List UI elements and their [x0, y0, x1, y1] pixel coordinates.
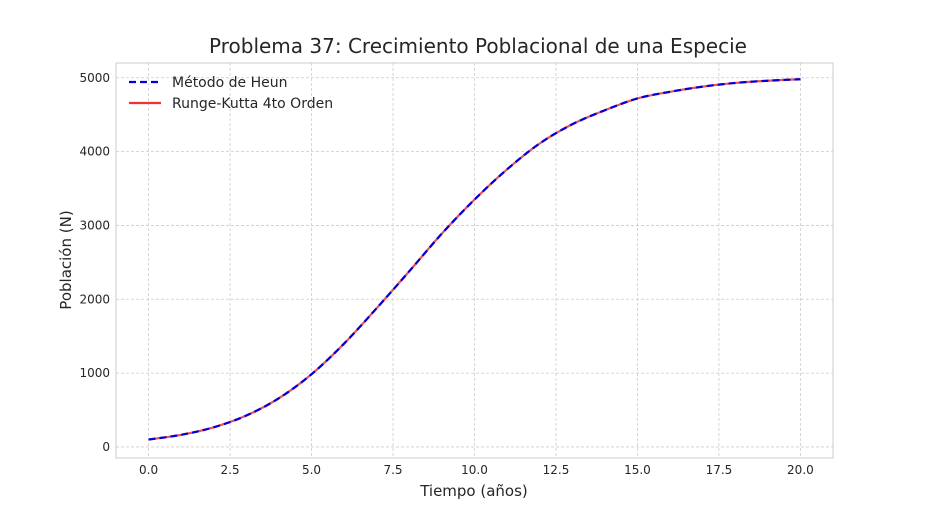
grid [116, 63, 833, 458]
y-tick-labels: 0 1000 2000 3000 4000 5000 [79, 71, 110, 454]
y-tick-label: 4000 [79, 145, 110, 159]
x-tick-label: 2.5 [221, 463, 240, 477]
series-lines [148, 78, 801, 441]
x-tick-label: 12.5 [543, 463, 570, 477]
x-tick-label: 10.0 [461, 463, 488, 477]
series-line-0 [148, 78, 801, 441]
y-tick-label: 2000 [79, 292, 110, 306]
x-tick-labels: 0.0 2.5 5.0 7.5 10.0 12.5 15.0 17.5 20.0 [139, 463, 814, 477]
x-tick-label: 20.0 [787, 463, 814, 477]
x-tick-label: 17.5 [706, 463, 733, 477]
plot-frame [115, 62, 834, 459]
y-tick-label: 1000 [79, 366, 110, 380]
y-axis-label: Población (N) [57, 210, 75, 309]
x-tick-label: 15.0 [624, 463, 651, 477]
legend-label-1: Runge-Kutta 4to Orden [172, 96, 333, 112]
y-tick-label: 5000 [79, 71, 110, 85]
y-tick-label: 3000 [79, 218, 110, 232]
x-axis-label: Tiempo (años) [419, 482, 528, 500]
chart-title: Problema 37: Crecimiento Poblacional de … [209, 34, 747, 58]
x-tick-label: 7.5 [383, 463, 402, 477]
x-tick-label: 0.0 [139, 463, 158, 477]
legend-label-0: Método de Heun [172, 75, 288, 91]
x-tick-label: 5.0 [302, 463, 321, 477]
y-tick-label: 0 [102, 440, 110, 454]
legend: Método de Heun Runge-Kutta 4to Orden [129, 75, 333, 112]
